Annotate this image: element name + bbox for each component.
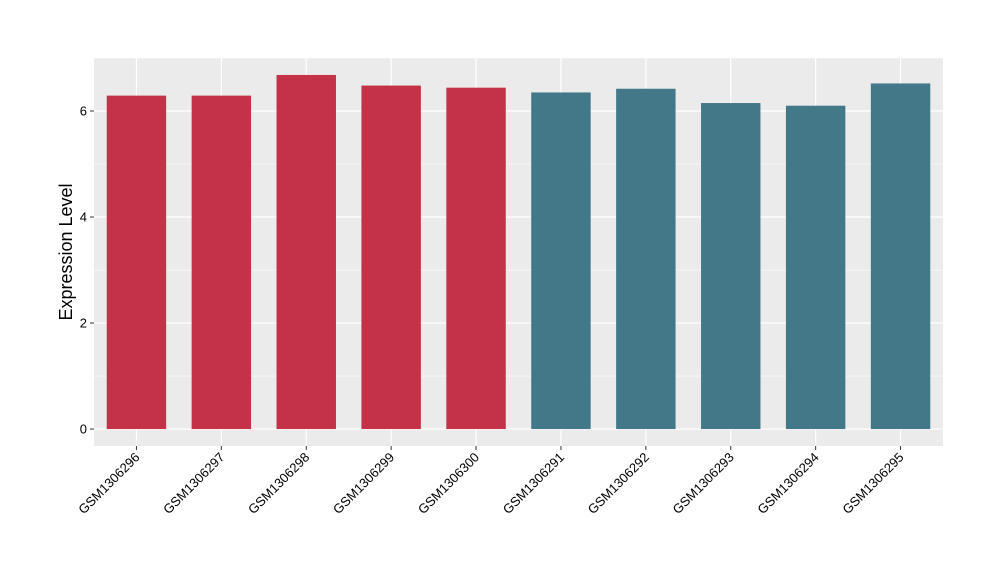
y-axis-title: Expression Level	[56, 183, 76, 320]
x-tick-label: GSM1306298	[245, 450, 312, 517]
x-tick-label: GSM1306291	[500, 450, 567, 517]
bar-GSM1306299	[361, 85, 421, 430]
bar-GSM1306297	[191, 95, 252, 430]
bar-GSM1306291	[531, 92, 591, 430]
bar-GSM1306294	[785, 105, 846, 430]
x-tick-label: GSM1306300	[415, 450, 482, 517]
bar-GSM1306296	[106, 95, 167, 430]
bar-GSM1306292	[616, 88, 676, 430]
x-tick-label: GSM1306299	[330, 450, 397, 517]
x-tick-label: GSM1306296	[75, 450, 142, 517]
bar-GSM1306295	[870, 83, 931, 430]
bars	[106, 74, 931, 430]
y-tick-label: 2	[80, 316, 87, 331]
x-axis: GSM1306296 GSM1306297 GSM1306298 GSM1306299…	[75, 446, 907, 517]
bar-GSM1306298	[276, 74, 336, 430]
x-tick-label: GSM1306294	[754, 450, 821, 517]
y-tick-label: 0	[80, 422, 87, 437]
y-axis: 0 2 4 6	[80, 104, 94, 437]
x-tick-label: GSM1306293	[670, 450, 737, 517]
x-tick-label: GSM1306295	[839, 450, 906, 517]
bar-GSM1306300	[446, 87, 506, 430]
bar-GSM1306293	[701, 103, 761, 430]
y-tick-label: 4	[80, 210, 87, 225]
y-tick-label: 6	[80, 104, 87, 119]
x-tick-label: GSM1306297	[160, 450, 227, 517]
x-tick-label: GSM1306292	[585, 450, 652, 517]
